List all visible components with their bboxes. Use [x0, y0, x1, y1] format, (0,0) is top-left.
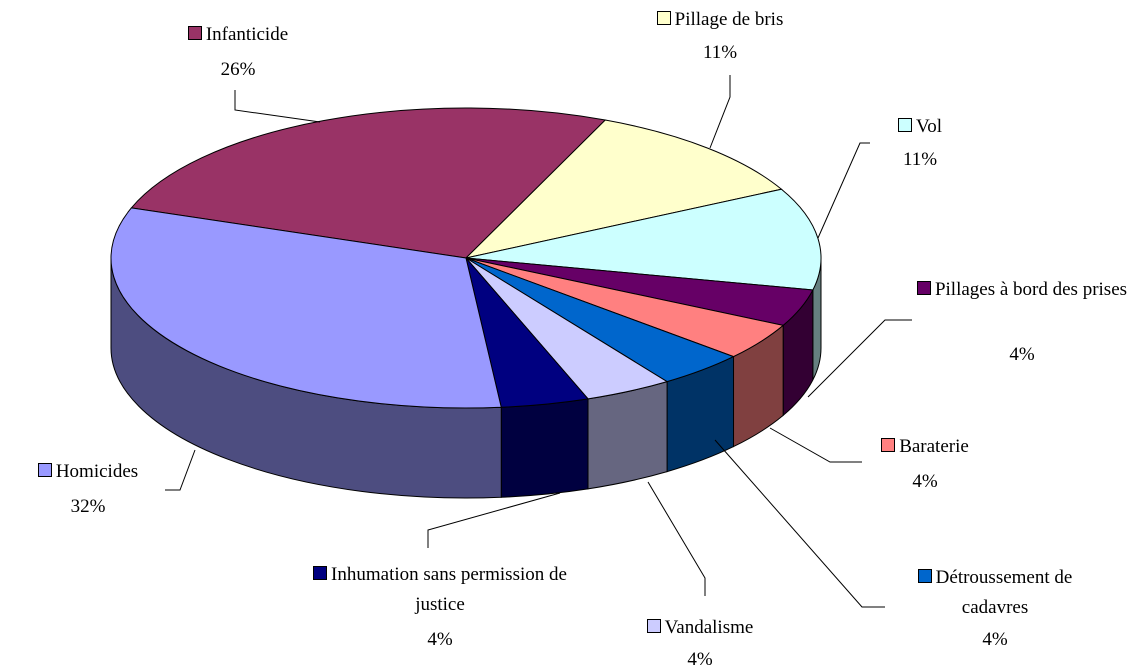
leader-line [709, 75, 731, 149]
leader-line [807, 319, 912, 398]
leader-line [714, 439, 885, 608]
leader-lines [165, 75, 912, 608]
leader-line [427, 492, 561, 548]
category-label: Homicides [55, 461, 139, 482]
value-label: 4% [982, 629, 1008, 650]
category-label: Pillages à bord des prises [934, 279, 1128, 300]
slice-label: Pillage de bris [610, 5, 830, 35]
value-label: 4% [687, 649, 713, 670]
slice-label: Vol [860, 112, 980, 142]
value-label: 11% [902, 149, 938, 170]
value-label: 4% [912, 471, 938, 492]
leader-line [165, 449, 196, 491]
slice-side [587, 380, 668, 490]
legend-key [897, 118, 912, 132]
legend-key [881, 438, 896, 452]
slice [110, 207, 502, 409]
slice-label: Infanticide [138, 20, 338, 50]
slice-side [500, 398, 589, 498]
category-label: Baraterie [899, 436, 969, 457]
slice-label: Pillages à bord des prises [907, 275, 1135, 305]
leader-line [769, 427, 862, 463]
category-label: Infanticide [205, 24, 289, 45]
leader-line [817, 142, 870, 239]
slice-label: Baraterie [850, 432, 1000, 462]
category-label: Vol [915, 116, 943, 137]
slice-label: Détroussement de cadavres [885, 563, 1105, 623]
slice [464, 119, 783, 259]
legend-key [646, 619, 661, 633]
value-label: 11% [702, 42, 738, 63]
legend-key [656, 11, 671, 25]
legend-key [313, 566, 328, 580]
value-label: 32% [70, 496, 106, 517]
category-label: Pillage de bris [674, 9, 784, 30]
category-label: Détroussement de cadavres [935, 567, 1073, 618]
slice-label: Inhumation sans permission de justice [300, 560, 580, 620]
legend-key [187, 26, 202, 40]
legend-key [916, 281, 931, 295]
value-label: 4% [427, 629, 453, 650]
slice [130, 107, 607, 259]
category-label: Vandalisme [664, 617, 754, 638]
leader-line [234, 90, 321, 123]
category-label: Inhumation sans permission de justice [331, 564, 567, 615]
pie-tops [110, 107, 822, 409]
value-label: 4% [1009, 344, 1035, 365]
value-label: 26% [220, 59, 256, 80]
slice-label: Vandalisme [610, 613, 790, 643]
legend-key [37, 463, 52, 477]
leader-line [647, 481, 706, 596]
slice [465, 188, 822, 291]
legend-key [917, 569, 932, 583]
slice-label: Homicides [8, 457, 168, 487]
